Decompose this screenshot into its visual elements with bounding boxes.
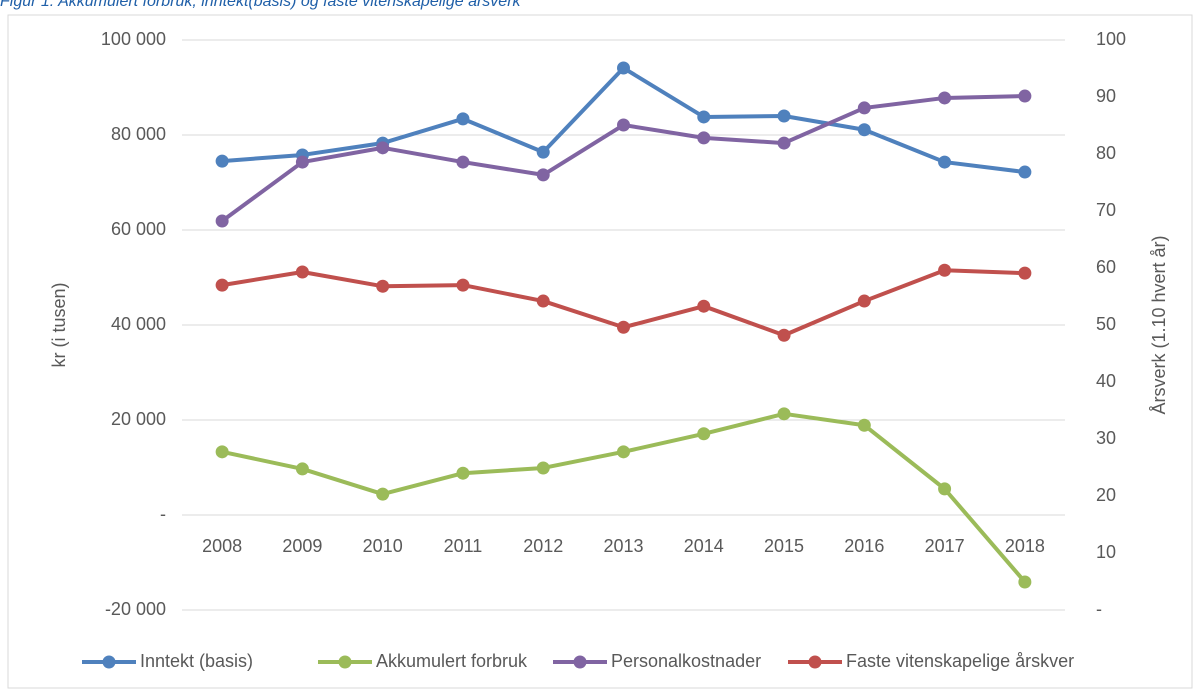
x-tick-label: 2009 bbox=[282, 536, 322, 556]
y2-tick-label: 30 bbox=[1096, 428, 1116, 448]
point bbox=[938, 482, 952, 496]
x-tick-label: 2012 bbox=[523, 536, 563, 556]
y2-tick-label: 80 bbox=[1096, 143, 1116, 163]
x-tick-label: 2013 bbox=[603, 536, 643, 556]
point bbox=[536, 168, 550, 182]
point bbox=[857, 294, 871, 308]
y-tick-label: - bbox=[160, 504, 166, 524]
point bbox=[376, 487, 390, 501]
y2-tick-label: 90 bbox=[1096, 86, 1116, 106]
y-tick-label: -20 000 bbox=[105, 599, 166, 619]
point bbox=[777, 136, 791, 150]
point bbox=[617, 445, 630, 459]
y2-tick-label: 100 bbox=[1096, 29, 1126, 49]
legend-label: Inntekt (basis) bbox=[140, 651, 253, 671]
y-tick-label: 100 000 bbox=[101, 29, 166, 49]
legend-label: Faste vitenskapelige årskver bbox=[846, 651, 1074, 671]
point bbox=[536, 461, 550, 475]
point bbox=[215, 445, 229, 459]
point bbox=[697, 299, 711, 313]
point bbox=[1018, 89, 1032, 103]
y-tick-label: 80 000 bbox=[111, 124, 166, 144]
point bbox=[376, 279, 390, 293]
point bbox=[536, 294, 550, 308]
chart-border bbox=[7, 14, 1193, 689]
point bbox=[777, 109, 791, 123]
point bbox=[697, 427, 711, 441]
y2-tick-label: 10 bbox=[1096, 542, 1116, 562]
point bbox=[938, 263, 952, 277]
point bbox=[777, 407, 791, 421]
point bbox=[938, 155, 952, 169]
x-tick-label: 2014 bbox=[684, 536, 724, 556]
y2-tick-label: 20 bbox=[1096, 485, 1116, 505]
series-line bbox=[221, 411, 1027, 584]
point bbox=[215, 154, 229, 168]
point bbox=[697, 110, 711, 124]
y2-tick-label: 70 bbox=[1096, 200, 1116, 220]
x-tick-label: 2008 bbox=[202, 536, 242, 556]
x-tick-label: 2010 bbox=[363, 536, 403, 556]
legend-marker bbox=[338, 655, 352, 669]
x-tick-label: 2011 bbox=[444, 536, 483, 556]
point bbox=[215, 214, 229, 228]
y2-tick-label: - bbox=[1096, 599, 1102, 619]
x-tick-label: 2018 bbox=[1005, 536, 1045, 556]
y2-tick-label: 40 bbox=[1096, 371, 1116, 391]
point bbox=[857, 418, 871, 432]
point bbox=[617, 118, 630, 132]
point bbox=[456, 155, 470, 169]
y-tick-label: 20 000 bbox=[111, 409, 166, 429]
point bbox=[536, 145, 550, 159]
point bbox=[1018, 575, 1032, 589]
legend-label: Personalkostnader bbox=[611, 651, 761, 671]
point bbox=[376, 141, 390, 155]
point bbox=[295, 265, 309, 279]
y2-tick-label: 60 bbox=[1096, 257, 1116, 277]
legend-label: Akkumulert forbruk bbox=[376, 651, 528, 671]
y-axis-label: kr (i tusen) bbox=[49, 282, 69, 367]
point bbox=[215, 278, 229, 292]
point bbox=[617, 320, 630, 334]
point bbox=[456, 466, 470, 480]
point bbox=[857, 101, 871, 115]
point bbox=[295, 155, 309, 169]
series-line bbox=[220, 94, 1025, 223]
y2-axis-label: Årsverk (1.10 hvert år) bbox=[1149, 235, 1169, 414]
x-tick-label: 2015 bbox=[764, 536, 804, 556]
point bbox=[857, 123, 871, 137]
point bbox=[456, 112, 470, 126]
x-tick-label: 2017 bbox=[925, 536, 965, 556]
point bbox=[295, 462, 309, 476]
x-tick-label: 2016 bbox=[844, 536, 884, 556]
point bbox=[777, 328, 791, 342]
point bbox=[456, 278, 470, 292]
legend-marker bbox=[808, 655, 822, 669]
y-tick-label: 60 000 bbox=[111, 219, 166, 239]
y2-tick-label: 50 bbox=[1096, 314, 1116, 334]
point bbox=[1018, 266, 1032, 280]
point bbox=[617, 61, 630, 75]
point bbox=[697, 131, 711, 145]
point bbox=[1018, 165, 1032, 179]
legend-marker bbox=[573, 655, 587, 669]
point bbox=[938, 91, 952, 105]
legend-marker bbox=[102, 655, 116, 669]
chart-title: Figur 1: Akkumulert forbruk, inntekt(bas… bbox=[0, 0, 522, 10]
y-tick-label: 40 000 bbox=[111, 314, 166, 334]
